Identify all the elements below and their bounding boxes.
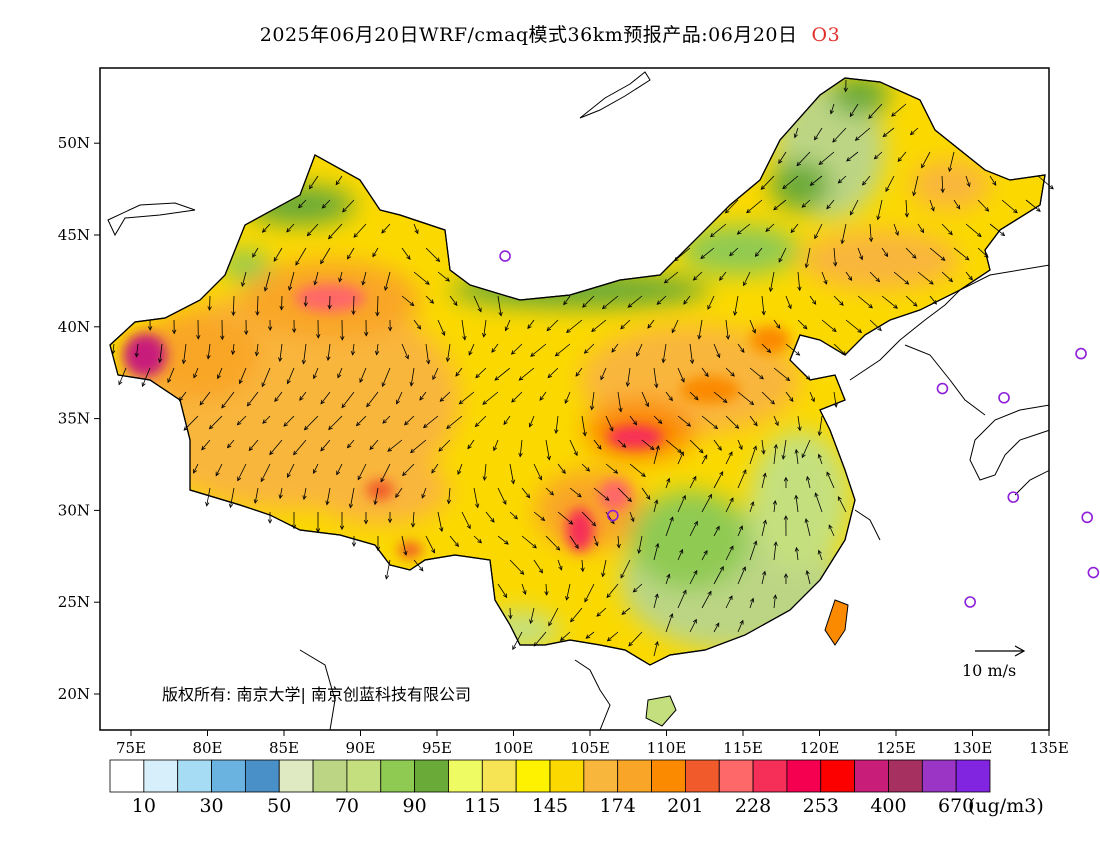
colorbar-tick-label: 115 (464, 795, 501, 817)
taiwan-region (824, 599, 849, 646)
lat-tick-label: 30N (58, 501, 90, 519)
lon-tick-label: 110E (647, 739, 687, 757)
lon-tick-label: 130E (953, 739, 993, 757)
wind-reference-label: 10 m/s (962, 661, 1017, 680)
station-marker (964, 596, 976, 608)
colorbar-tick-label: 228 (734, 795, 772, 817)
station-marker (1007, 491, 1020, 503)
colorbar-swatch (211, 759, 246, 793)
colorbar-swatch (177, 759, 212, 793)
lon-tick-label: 105E (570, 739, 610, 757)
map-frame-border (99, 67, 1050, 731)
colorbar-tick-label: 90 (402, 795, 427, 817)
colorbar-swatch (718, 759, 754, 793)
lon-tick-label: 135E (1029, 739, 1069, 757)
map-title: 2025年06月20日WRF/cmaq模式36km预报产品:06月20日 O3 (0, 20, 1100, 47)
colorbar-swatch (651, 759, 686, 793)
lon-tick-label: 95E (422, 739, 452, 757)
colorbar-swatch (244, 759, 280, 793)
station-marker (499, 250, 511, 262)
colorbar-tick-label: 70 (334, 795, 360, 817)
species-label: O3 (811, 24, 841, 46)
colorbar-tick-label: 50 (267, 795, 292, 817)
colorbar-swatch (786, 759, 822, 793)
neighbor-coastlines (107, 71, 1049, 730)
lon-tick-label: 75E (116, 739, 146, 757)
colorbar-tick-label: 10 (131, 795, 156, 817)
station-marker (1075, 347, 1087, 360)
colorbar-swatch (684, 759, 720, 793)
lat-tick-label: 35N (58, 410, 90, 428)
station-marker (1081, 511, 1093, 524)
colorbar-tick-label: 30 (199, 795, 224, 817)
lon-tick-label: 100E (494, 739, 534, 757)
station-marker (998, 391, 1010, 404)
wind-reference-arrow (975, 645, 1026, 657)
lat-tick-label: 45N (58, 226, 90, 244)
colorbar-swatch (312, 759, 348, 793)
colorbar-swatch (820, 759, 856, 793)
colorbar-swatch (888, 759, 923, 793)
lon-tick-label: 90E (345, 739, 375, 757)
hainan-region (645, 695, 677, 727)
station-markers (499, 250, 1100, 608)
colorbar-swatch (921, 759, 957, 793)
colorbar-swatch (481, 759, 517, 793)
colorbar-tick-label: 253 (802, 795, 839, 817)
colorbar-swatch (143, 759, 179, 793)
latitude-axis: 20N 25N 30N 35N 40N 45N 50N (58, 134, 100, 703)
china-border-line (109, 77, 1046, 666)
colorbar-swatch (414, 759, 449, 793)
colorbar (109, 759, 991, 793)
lon-tick-label: 115E (723, 739, 763, 757)
lat-tick-label: 20N (58, 685, 90, 703)
colorbar-swatch (448, 759, 483, 793)
title-text: 2025年06月20日WRF/cmaq模式36km预报产品:06月20日 (259, 24, 798, 46)
wind-vectors (111, 79, 1054, 657)
lon-tick-label: 125E (876, 739, 916, 757)
longitude-axis: 75E 80E 85E 90E 95E 100E 105E 110E 115E 120E 125E 1… (116, 730, 1069, 757)
colorbar-tick-label: 670 (938, 795, 975, 817)
colorbar-unit: (ug/m3) (968, 795, 1044, 817)
station-marker (936, 382, 949, 395)
colorbar-swatch (515, 759, 551, 793)
colorbar-swatch (380, 759, 416, 793)
colorbar-swatch (955, 759, 991, 793)
colorbar-tick-label: 145 (531, 795, 569, 817)
colorbar-swatch (278, 759, 314, 793)
colorbar-tick-label: 201 (667, 795, 704, 817)
lon-tick-label: 85E (269, 739, 299, 757)
colorbar-swatch (752, 759, 788, 793)
lat-tick-label: 50N (58, 134, 90, 152)
colorbar-swatch (346, 759, 382, 793)
colorbar-swatch (549, 759, 585, 793)
lat-tick-label: 25N (58, 593, 90, 611)
lat-tick-label: 40N (58, 318, 90, 336)
colorbar-tick-label: 174 (599, 795, 636, 817)
lon-tick-label: 80E (192, 739, 222, 757)
lon-tick-label: 120E (800, 739, 840, 757)
colorbar-tick-label: 400 (870, 795, 907, 817)
colorbar-swatch (617, 759, 652, 793)
colorbar-swatch (854, 759, 889, 793)
station-marker (607, 509, 619, 522)
colorbar-swatch (109, 759, 145, 793)
station-marker (1087, 566, 1100, 579)
copyright-text: 版权所有: 南京大学| 南京创蓝科技有限公司 (162, 685, 471, 704)
colorbar-swatch (583, 759, 619, 793)
